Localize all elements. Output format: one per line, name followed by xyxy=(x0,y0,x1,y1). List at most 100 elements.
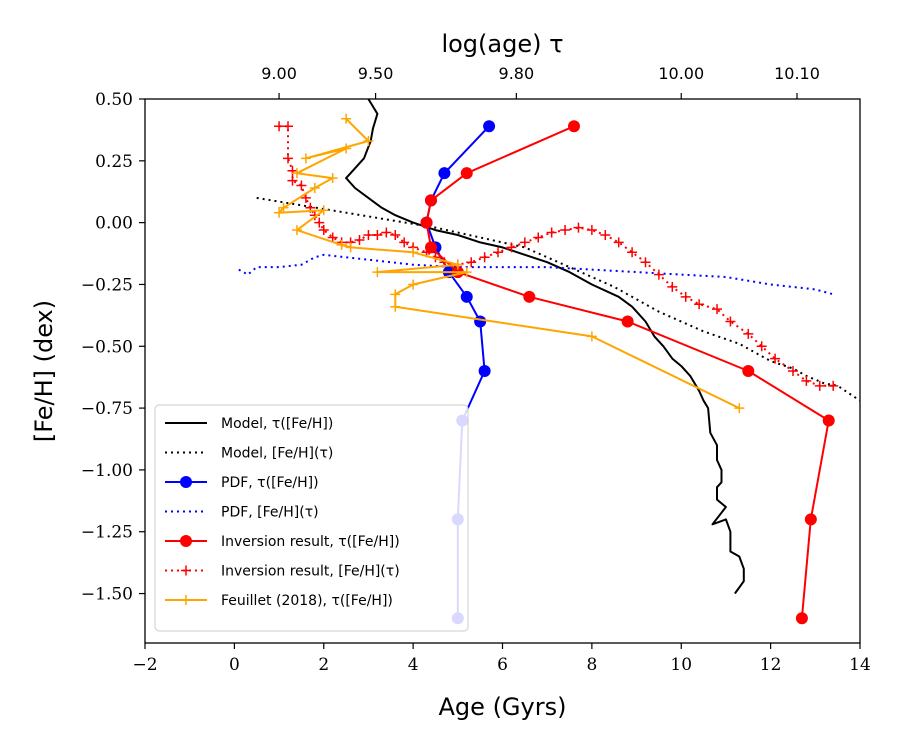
legend-label: Inversion result, τ([Fe/H]) xyxy=(221,534,400,550)
legend-marker xyxy=(181,565,191,576)
series-6-point xyxy=(399,237,410,248)
series-7-point xyxy=(318,205,329,216)
series-6-point xyxy=(560,225,571,236)
series-6 xyxy=(274,121,839,391)
series-6-point xyxy=(381,227,392,238)
series-5-point xyxy=(795,612,808,625)
y-axis-label: [Fe/H] (dex) xyxy=(30,300,58,442)
series-6-point xyxy=(354,234,365,245)
series-5-point xyxy=(804,513,817,526)
y-tick-label: −0.75 xyxy=(81,399,133,419)
series-6-point xyxy=(479,252,490,263)
series-7-point xyxy=(452,259,463,270)
legend-label: Inversion result, [Fe/H](τ) xyxy=(221,564,400,580)
y-tick-label: −0.50 xyxy=(81,337,133,357)
series-6-point xyxy=(296,180,307,191)
series-7-point xyxy=(278,202,289,213)
series-7-point xyxy=(309,183,320,194)
series-6-point xyxy=(712,304,722,315)
series-1 xyxy=(345,99,745,595)
series-5-point xyxy=(523,290,536,303)
legend-label: PDF, [Fe/H](τ) xyxy=(221,505,319,521)
series-6-point xyxy=(363,230,374,240)
series-5-line xyxy=(425,125,830,619)
series-6-point xyxy=(573,222,584,233)
series-7-point xyxy=(336,239,347,250)
series-6-point xyxy=(801,375,812,386)
legend-entry: Inversion result, [Fe/H](τ) xyxy=(165,564,400,580)
legend-entry: PDF, [Fe/H](τ) xyxy=(165,505,319,521)
x-tick-label: 6 xyxy=(497,655,508,675)
legend-entry: Model, τ([Fe/H]) xyxy=(165,416,333,432)
series-3-point xyxy=(478,365,491,377)
series-6-point xyxy=(519,237,530,248)
series-3-point xyxy=(474,315,487,328)
series-6-point xyxy=(287,165,298,176)
x-tick-label: 14 xyxy=(849,655,871,675)
series-5-point xyxy=(822,414,835,427)
series-6-point xyxy=(287,175,298,186)
series-6-point xyxy=(493,247,504,258)
series-7-point xyxy=(363,136,374,147)
series-6-point xyxy=(680,291,691,302)
series-6-point xyxy=(318,225,329,236)
series-1-line xyxy=(345,99,745,595)
series-5-point xyxy=(621,315,634,328)
y-tick-label: 0.00 xyxy=(95,214,133,234)
series-6-point xyxy=(627,247,638,258)
series-6-point xyxy=(667,281,678,292)
series-6-line xyxy=(279,125,834,387)
series-7-point xyxy=(408,247,419,258)
series-6-point xyxy=(725,316,736,327)
series-7-point xyxy=(274,207,285,218)
legend-marker xyxy=(180,535,192,547)
x-tick-label: 12 xyxy=(760,655,782,675)
series-6-point xyxy=(390,230,401,240)
x-tick-label: 4 xyxy=(408,655,419,675)
series-6-point xyxy=(274,121,285,132)
series-6-point xyxy=(613,237,624,248)
series-6-point xyxy=(546,227,557,238)
series-6-point xyxy=(743,328,754,339)
legend-entry: Model, [Fe/H](τ) xyxy=(165,446,333,462)
series-7-point xyxy=(408,279,419,290)
legend-label: Model, τ([Fe/H]) xyxy=(221,416,333,432)
series-5-point xyxy=(425,241,437,254)
series-6-point xyxy=(506,242,517,253)
series-7-point xyxy=(734,403,745,414)
legend-entry: Feuillet (2018), τ([Fe/H]) xyxy=(165,593,393,609)
series-5-point xyxy=(568,120,580,133)
plot-series xyxy=(238,99,860,625)
y-tick-label: 0.50 xyxy=(95,90,133,110)
series-7-point xyxy=(341,143,352,154)
series-5-point xyxy=(460,167,473,180)
x-tick-label: 0 xyxy=(229,655,240,675)
legend-box xyxy=(154,404,469,632)
series-7-point xyxy=(586,331,597,342)
series-7-point xyxy=(327,173,338,184)
y-tick-label: −0.25 xyxy=(81,275,133,295)
series-6-point xyxy=(756,341,767,352)
legend-marker xyxy=(181,595,191,605)
series-7-point xyxy=(461,267,472,278)
series-6-point xyxy=(466,257,477,268)
y-tick-label: −1.00 xyxy=(81,461,133,481)
x-tick-label: 10 xyxy=(670,655,692,675)
x-tick-label: 2 xyxy=(318,655,329,675)
legend-entry: Inversion result, τ([Fe/H]) xyxy=(165,534,400,550)
series-7-point xyxy=(372,267,383,278)
series-6-point xyxy=(372,230,383,240)
top-x-tick-label: 10.10 xyxy=(774,64,820,83)
series-5 xyxy=(420,120,835,625)
series-3-point xyxy=(438,167,451,180)
series-6-point xyxy=(694,299,705,310)
series-6-point xyxy=(586,225,597,236)
series-6-point xyxy=(533,232,544,243)
series-7-line xyxy=(278,118,740,409)
series-6-point xyxy=(327,232,338,243)
legend-label: Model, [Fe/H](τ) xyxy=(221,446,333,462)
series-6-point xyxy=(640,257,651,268)
series-7-point xyxy=(345,242,356,253)
series-7-point xyxy=(291,168,302,179)
